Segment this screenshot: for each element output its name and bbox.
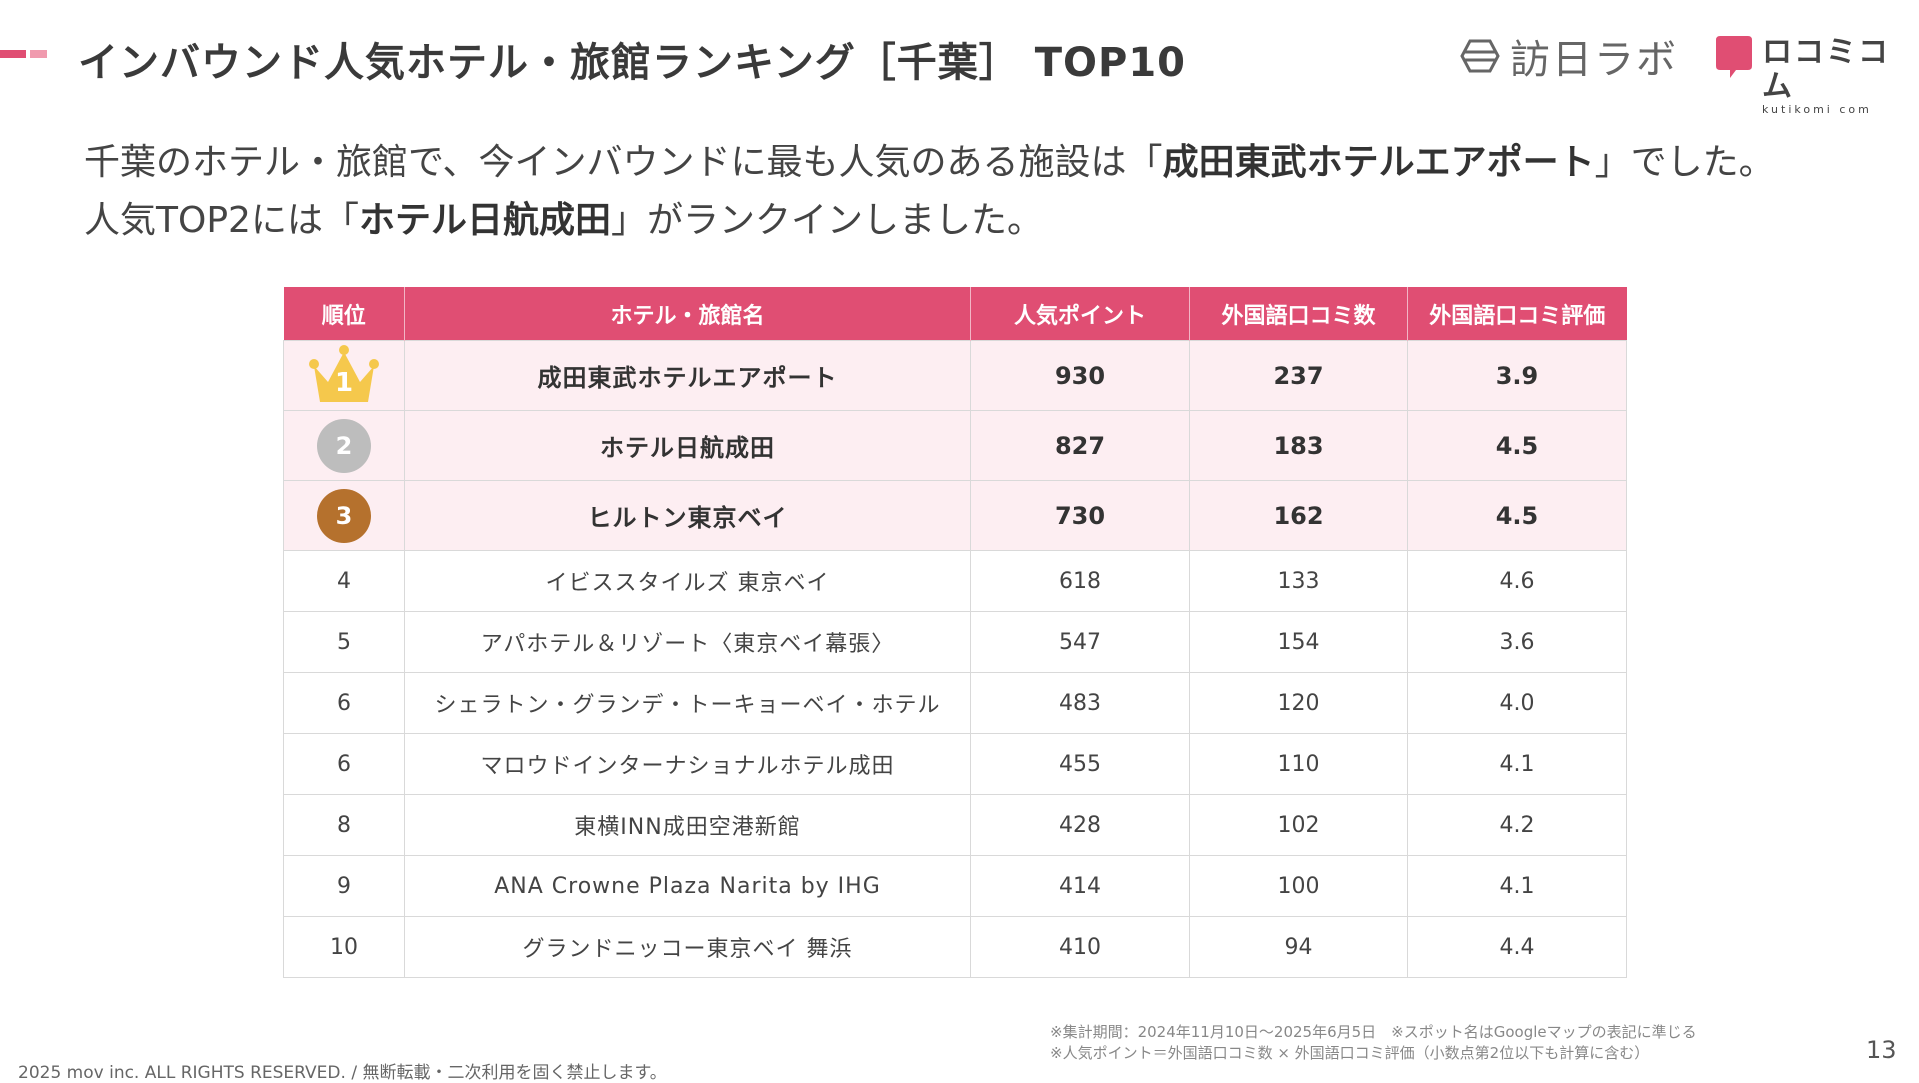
review-rating: 4.5 — [1407, 410, 1627, 481]
rank-cell: 6 — [283, 733, 405, 795]
popularity-points: 410 — [970, 916, 1190, 978]
popularity-points: 930 — [970, 340, 1190, 411]
review-rating: 4.0 — [1407, 672, 1627, 734]
copyright-text: 2025 mov inc. ALL RIGHTS RESERVED. / 無断転… — [18, 1063, 667, 1083]
hotel-name: ヒルトン東京ベイ — [404, 480, 971, 551]
silver-medal-icon: 2 — [317, 418, 371, 473]
footnote-formula: ※人気ポイント＝外国語口コミ数 × 外国語口コミ評価（小数点第2位以下も計算に含… — [1050, 1044, 1650, 1062]
accent-bar-main — [0, 50, 26, 58]
lead-line-1-pre: 千葉のホテル・旅館で、今インバウンドに最も人気のある施設は「 — [84, 142, 1163, 183]
review-rating: 3.9 — [1407, 340, 1627, 411]
bronze-medal-icon: 3 — [317, 488, 371, 543]
rank-number: 2 — [335, 431, 353, 460]
table-row: 6 シェラトン・グランデ・トーキョーベイ・ホテル 483 120 4.0 — [283, 672, 1627, 734]
footnote-period: ※集計期間：2024年11月10日〜2025年6月5日 ※スポット名はGoogl… — [1050, 1023, 1697, 1041]
hotel-name: ANA Crowne Plaza Narita by IHG — [404, 855, 971, 917]
hotel-name: マロウドインターナショナルホテル成田 — [404, 733, 971, 795]
rank-number: 3 — [335, 501, 353, 530]
header-review-count: 外国語口コミ数 — [1189, 287, 1408, 341]
rank-cell: 2 — [283, 410, 405, 481]
rank-cell: 3 — [283, 480, 405, 551]
table-row: 2 ホテル日航成田 827 183 4.5 — [283, 410, 1627, 481]
lead-line-1-post: 」でした。 — [1594, 142, 1775, 183]
header-hotel-name: ホテル・旅館名 — [404, 287, 971, 341]
popularity-points: 547 — [970, 611, 1190, 673]
title-accent-bar — [0, 50, 47, 58]
popularity-points: 428 — [970, 794, 1190, 856]
popularity-points: 414 — [970, 855, 1190, 917]
lead-line-2-highlight: ホテル日航成田 — [358, 200, 611, 241]
kutikomi-logo-subtext: kutikomi com — [1762, 103, 1872, 116]
header-popularity-points: 人気ポイント — [970, 287, 1190, 341]
hexagon-logo-icon — [1460, 39, 1500, 73]
hotel-name: 成田東武ホテルエアポート — [404, 340, 971, 411]
hotel-name: アパホテル＆リゾート〈東京ベイ幕張〉 — [404, 611, 971, 673]
rank-cell: 4 — [283, 550, 405, 612]
review-count: 162 — [1189, 480, 1408, 551]
review-rating: 4.4 — [1407, 916, 1627, 978]
kutikomi-logo-text: ロコミコム — [1762, 35, 1890, 104]
lead-line-2: 人気TOP2には「ホテル日航成田」がランクインしました。 — [84, 192, 1884, 250]
review-rating: 4.1 — [1407, 855, 1627, 917]
table-row: 9 ANA Crowne Plaza Narita by IHG 414 100… — [283, 855, 1627, 917]
header-rank: 順位 — [283, 287, 405, 341]
review-rating: 3.6 — [1407, 611, 1627, 673]
review-count: 133 — [1189, 550, 1408, 612]
table-row: 8 東横INN成田空港新館 428 102 4.2 — [283, 794, 1627, 856]
popularity-points: 827 — [970, 410, 1190, 481]
review-rating: 4.2 — [1407, 794, 1627, 856]
hotel-name: シェラトン・グランデ・トーキョーベイ・ホテル — [404, 672, 971, 734]
houni-labo-logo: 訪日ラボ — [1460, 34, 1678, 83]
houni-labo-logo-text: 訪日ラボ — [1510, 37, 1678, 83]
rank-cell: 9 — [283, 855, 405, 917]
review-count: 110 — [1189, 733, 1408, 795]
popularity-points: 730 — [970, 480, 1190, 551]
review-count: 102 — [1189, 794, 1408, 856]
lead-line-1-highlight: 成田東武ホテルエアポート — [1162, 142, 1595, 183]
table-row: 6 マロウドインターナショナルホテル成田 455 110 4.1 — [283, 733, 1627, 795]
ranking-table: 順位 ホテル・旅館名 人気ポイント 外国語口コミ数 外国語口コミ評価 1 成 — [283, 287, 1627, 978]
review-count: 94 — [1189, 916, 1408, 978]
lead-text: 千葉のホテル・旅館で、今インバウンドに最も人気のある施設は「成田東武ホテルエアポ… — [84, 134, 1884, 250]
table-row: 1 成田東武ホテルエアポート 930 237 3.9 — [283, 340, 1627, 411]
review-count: 237 — [1189, 340, 1408, 411]
table-header-row: 順位 ホテル・旅館名 人気ポイント 外国語口コミ数 外国語口コミ評価 — [283, 287, 1627, 341]
table-row: 5 アパホテル＆リゾート〈東京ベイ幕張〉 547 154 3.6 — [283, 611, 1627, 673]
review-count: 154 — [1189, 611, 1408, 673]
table-row: 4 イビススタイルズ 東京ベイ 618 133 4.6 — [283, 550, 1627, 612]
lead-line-2-pre: 人気TOP2には「 — [84, 200, 359, 241]
kutikomi-com-logo: ロコミコム kutikomi com — [1716, 36, 1919, 116]
review-count: 120 — [1189, 672, 1408, 734]
popularity-points: 618 — [970, 550, 1190, 612]
accent-bar-light — [30, 50, 47, 58]
lead-line-2-post: 」がランクインしました。 — [610, 200, 1043, 241]
header-review-rating: 外国語口コミ評価 — [1407, 287, 1627, 341]
hotel-name: グランドニッコー東京ベイ 舞浜 — [404, 916, 971, 978]
rank-number: 1 — [334, 367, 354, 398]
speech-bubble-logo-icon — [1716, 36, 1752, 78]
popularity-points: 483 — [970, 672, 1190, 734]
review-count: 100 — [1189, 855, 1408, 917]
rank-cell: 5 — [283, 611, 405, 673]
review-rating: 4.5 — [1407, 480, 1627, 551]
review-rating: 4.6 — [1407, 550, 1627, 612]
rank-cell: 8 — [283, 794, 405, 856]
page-number: 13 — [1866, 1036, 1897, 1064]
footnotes: ※集計期間：2024年11月10日〜2025年6月5日 ※スポット名はGoogl… — [1050, 1022, 1697, 1064]
hotel-name: イビススタイルズ 東京ベイ — [404, 550, 971, 612]
gold-crown-icon: 1 — [304, 344, 384, 408]
rank-cell: 6 — [283, 672, 405, 734]
rank-cell: 10 — [283, 916, 405, 978]
review-rating: 4.1 — [1407, 733, 1627, 795]
popularity-points: 455 — [970, 733, 1190, 795]
table-row: 3 ヒルトン東京ベイ 730 162 4.5 — [283, 480, 1627, 551]
rank-cell: 1 — [283, 340, 405, 411]
review-count: 183 — [1189, 410, 1408, 481]
page-title: インバウンド人気ホテル・旅館ランキング［千葉］ TOP10 — [78, 40, 1186, 86]
hotel-name: ホテル日航成田 — [404, 410, 971, 481]
table-row: 10 グランドニッコー東京ベイ 舞浜 410 94 4.4 — [283, 916, 1627, 978]
hotel-name: 東横INN成田空港新館 — [404, 794, 971, 856]
lead-line-1: 千葉のホテル・旅館で、今インバウンドに最も人気のある施設は「成田東武ホテルエアポ… — [84, 134, 1884, 192]
